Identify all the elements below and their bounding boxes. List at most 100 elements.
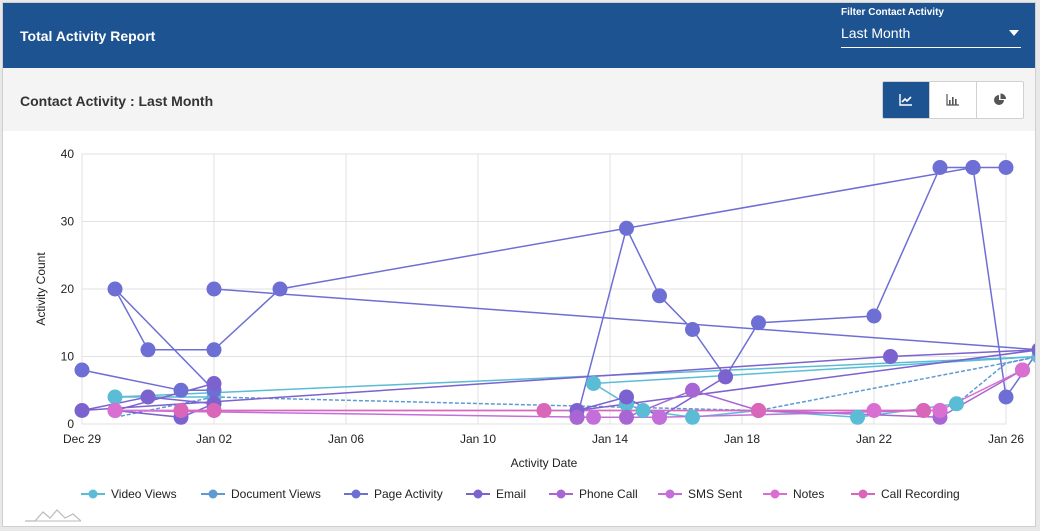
y-tick-label: 40 — [61, 147, 75, 161]
data-point[interactable] — [1031, 342, 1037, 357]
data-point[interactable] — [173, 403, 189, 418]
chart-subtitle: Contact Activity : Last Month — [20, 93, 214, 109]
legend-swatch-dot — [858, 489, 868, 499]
y-tick-label: 10 — [61, 350, 75, 364]
x-tick-label: Jan 22 — [856, 432, 892, 446]
legend-swatch-dot — [88, 489, 98, 499]
line-chart-view-button[interactable] — [883, 82, 929, 118]
data-point[interactable] — [206, 376, 222, 391]
data-point[interactable] — [652, 409, 667, 425]
data-point[interactable] — [635, 403, 651, 418]
header-bar: Total Activity Report Filter Contact Act… — [3, 3, 1035, 68]
data-point[interactable] — [1015, 362, 1030, 378]
legend-item[interactable]: Video Views — [81, 487, 177, 501]
data-point[interactable] — [751, 315, 766, 331]
data-point[interactable] — [685, 409, 700, 425]
data-point[interactable] — [652, 288, 667, 304]
legend-item[interactable]: Email — [466, 487, 526, 501]
data-point[interactable] — [883, 349, 898, 364]
x-tick-label: Jan 10 — [460, 432, 496, 446]
x-tick-label: Jan 06 — [328, 432, 364, 446]
filter-contact-activity-select[interactable]: Filter Contact Activity Last Month — [841, 7, 1021, 48]
legend-swatch-dot — [208, 489, 218, 499]
legend-item[interactable]: Call Recording — [851, 487, 960, 501]
legend-swatch-dot — [473, 489, 483, 499]
activity-line-chart: 0 10 20 30 40 Dec 29 Jan 02 Jan 06 Jan 10 Jan 14 J… — [34, 147, 1037, 501]
legend-label: Email — [496, 487, 526, 501]
chart-view-toggle — [882, 81, 1024, 119]
legend-label: Call Recording — [881, 487, 960, 501]
legend-label: Phone Call — [579, 487, 638, 501]
series-line — [115, 369, 1023, 412]
legend-label: SMS Sent — [688, 487, 743, 501]
data-point[interactable] — [916, 403, 931, 418]
data-point[interactable] — [998, 389, 1014, 405]
y-axis-label: Activity Count — [34, 252, 48, 326]
bar-chart-view-button[interactable] — [929, 82, 976, 118]
data-point[interactable] — [685, 322, 700, 337]
data-point[interactable] — [140, 389, 156, 405]
data-point[interactable] — [74, 403, 90, 418]
data-point[interactable] — [272, 281, 288, 297]
x-axis-label: Activity Date — [511, 456, 578, 470]
legend-swatch-dot — [770, 489, 780, 499]
data-point[interactable] — [619, 389, 634, 405]
data-point[interactable] — [173, 382, 189, 398]
data-point[interactable] — [536, 403, 552, 418]
mountain-logo-icon — [25, 509, 81, 522]
data-point[interactable] — [685, 382, 700, 398]
x-tick-label: Jan 14 — [592, 432, 628, 446]
pie-chart-view-button[interactable] — [976, 82, 1023, 118]
data-point[interactable] — [751, 403, 766, 418]
data-point[interactable] — [107, 389, 123, 405]
data-point[interactable] — [949, 396, 964, 412]
filter-value: Last Month — [841, 25, 911, 41]
data-point[interactable] — [586, 376, 601, 391]
legend-item[interactable]: Phone Call — [549, 487, 638, 501]
line-chart-icon — [899, 94, 912, 106]
legend-swatch-dot — [556, 489, 566, 499]
x-tick-label: Jan 26 — [988, 432, 1024, 446]
data-point[interactable] — [586, 409, 601, 425]
data-point[interactable] — [619, 220, 634, 236]
series-line — [114, 409, 940, 419]
data-point[interactable] — [718, 369, 733, 385]
data-point[interactable] — [107, 281, 123, 297]
data-point[interactable] — [107, 403, 123, 418]
y-tick-label: 0 — [67, 417, 74, 431]
legend-label: Page Activity — [374, 487, 443, 501]
chevron-down-icon — [1009, 30, 1019, 36]
data-point[interactable] — [74, 362, 90, 378]
data-point[interactable] — [866, 403, 882, 418]
series-line — [114, 356, 1035, 419]
data-point[interactable] — [866, 308, 882, 324]
data-point[interactable] — [206, 342, 222, 358]
legend-item[interactable]: Page Activity — [344, 487, 443, 501]
data-point[interactable] — [998, 160, 1014, 175]
data-point[interactable] — [206, 281, 222, 297]
legend-label: Video Views — [111, 487, 177, 501]
data-point[interactable] — [932, 403, 948, 418]
x-tick-label: Dec 29 — [63, 432, 101, 446]
series-line — [213, 166, 1035, 418]
legend-item[interactable]: Notes — [763, 487, 824, 501]
data-point[interactable] — [965, 160, 981, 175]
x-tick-label: Jan 02 — [196, 432, 232, 446]
legend-item[interactable]: SMS Sent — [658, 487, 743, 501]
data-point[interactable] — [619, 409, 634, 425]
legend-label: Notes — [793, 487, 824, 501]
data-point[interactable] — [206, 403, 222, 418]
series-line — [81, 166, 1006, 392]
filter-label: Filter Contact Activity — [841, 7, 944, 18]
data-point[interactable] — [140, 342, 156, 358]
legend-label: Document Views — [231, 487, 321, 501]
data-point[interactable] — [850, 409, 865, 425]
legend-item[interactable]: Document Views — [201, 487, 321, 501]
chart-header: Contact Activity : Last Month — [3, 68, 1035, 131]
pie-chart-icon — [994, 93, 1006, 105]
data-point[interactable] — [569, 409, 585, 425]
data-point[interactable] — [932, 160, 948, 175]
report-title: Total Activity Report — [20, 28, 156, 44]
legend-swatch-dot — [351, 489, 361, 499]
